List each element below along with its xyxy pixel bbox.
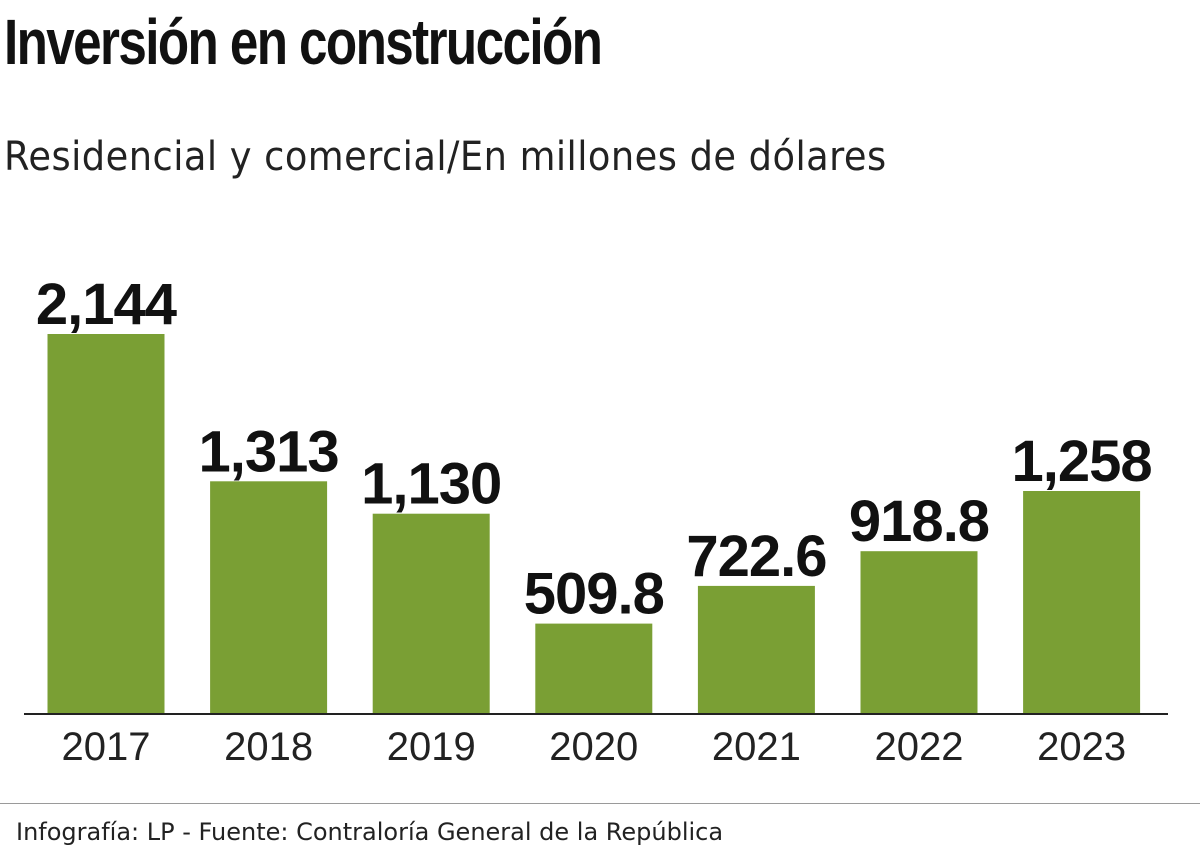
x-tick-label-2022: 2022 <box>875 725 964 769</box>
value-label-2021: 722.6 <box>686 524 826 589</box>
bar-2019 <box>372 513 490 714</box>
value-label-2018: 1,313 <box>199 419 339 484</box>
x-tick-label-2018: 2018 <box>224 725 313 769</box>
bar-2023 <box>1023 491 1141 714</box>
x-tick-label-2020: 2020 <box>549 725 638 769</box>
value-label-group: 2,144 1,313 1,130 509.8 722.6 918.8 1,258 <box>36 272 1153 627</box>
bar-chart: 2,144 1,313 1,130 509.8 722.6 918.8 1,258 2017… <box>24 272 1168 769</box>
x-tick-label-2019: 2019 <box>387 725 476 769</box>
value-label-2023: 1,258 <box>1012 429 1152 494</box>
chart-subtitle: Residencial y comercial/En millones de d… <box>4 134 887 180</box>
value-label-2019: 1,130 <box>361 452 501 517</box>
bar-2022 <box>860 551 978 714</box>
bar-2020 <box>535 623 653 714</box>
source-credit: Infografía: LP - Fuente: Contraloría Gen… <box>16 818 724 846</box>
bar-2021 <box>697 585 815 714</box>
x-tick-label-2023: 2023 <box>1037 725 1126 769</box>
bar-2017 <box>47 334 165 714</box>
footer-divider <box>0 803 1200 804</box>
x-tick-label-2021: 2021 <box>712 725 801 769</box>
value-label-2017: 2,144 <box>36 272 177 337</box>
x-tick-label-group: 2017 2018 2019 2020 2021 2022 2023 <box>62 725 1127 769</box>
bar-group <box>47 334 1141 714</box>
value-label-2020: 509.8 <box>524 562 664 627</box>
x-tick-label-2017: 2017 <box>62 725 151 769</box>
value-label-2022: 918.8 <box>849 489 989 554</box>
chart-title: Inversión en construcción <box>4 6 603 78</box>
bar-2018 <box>210 481 328 714</box>
